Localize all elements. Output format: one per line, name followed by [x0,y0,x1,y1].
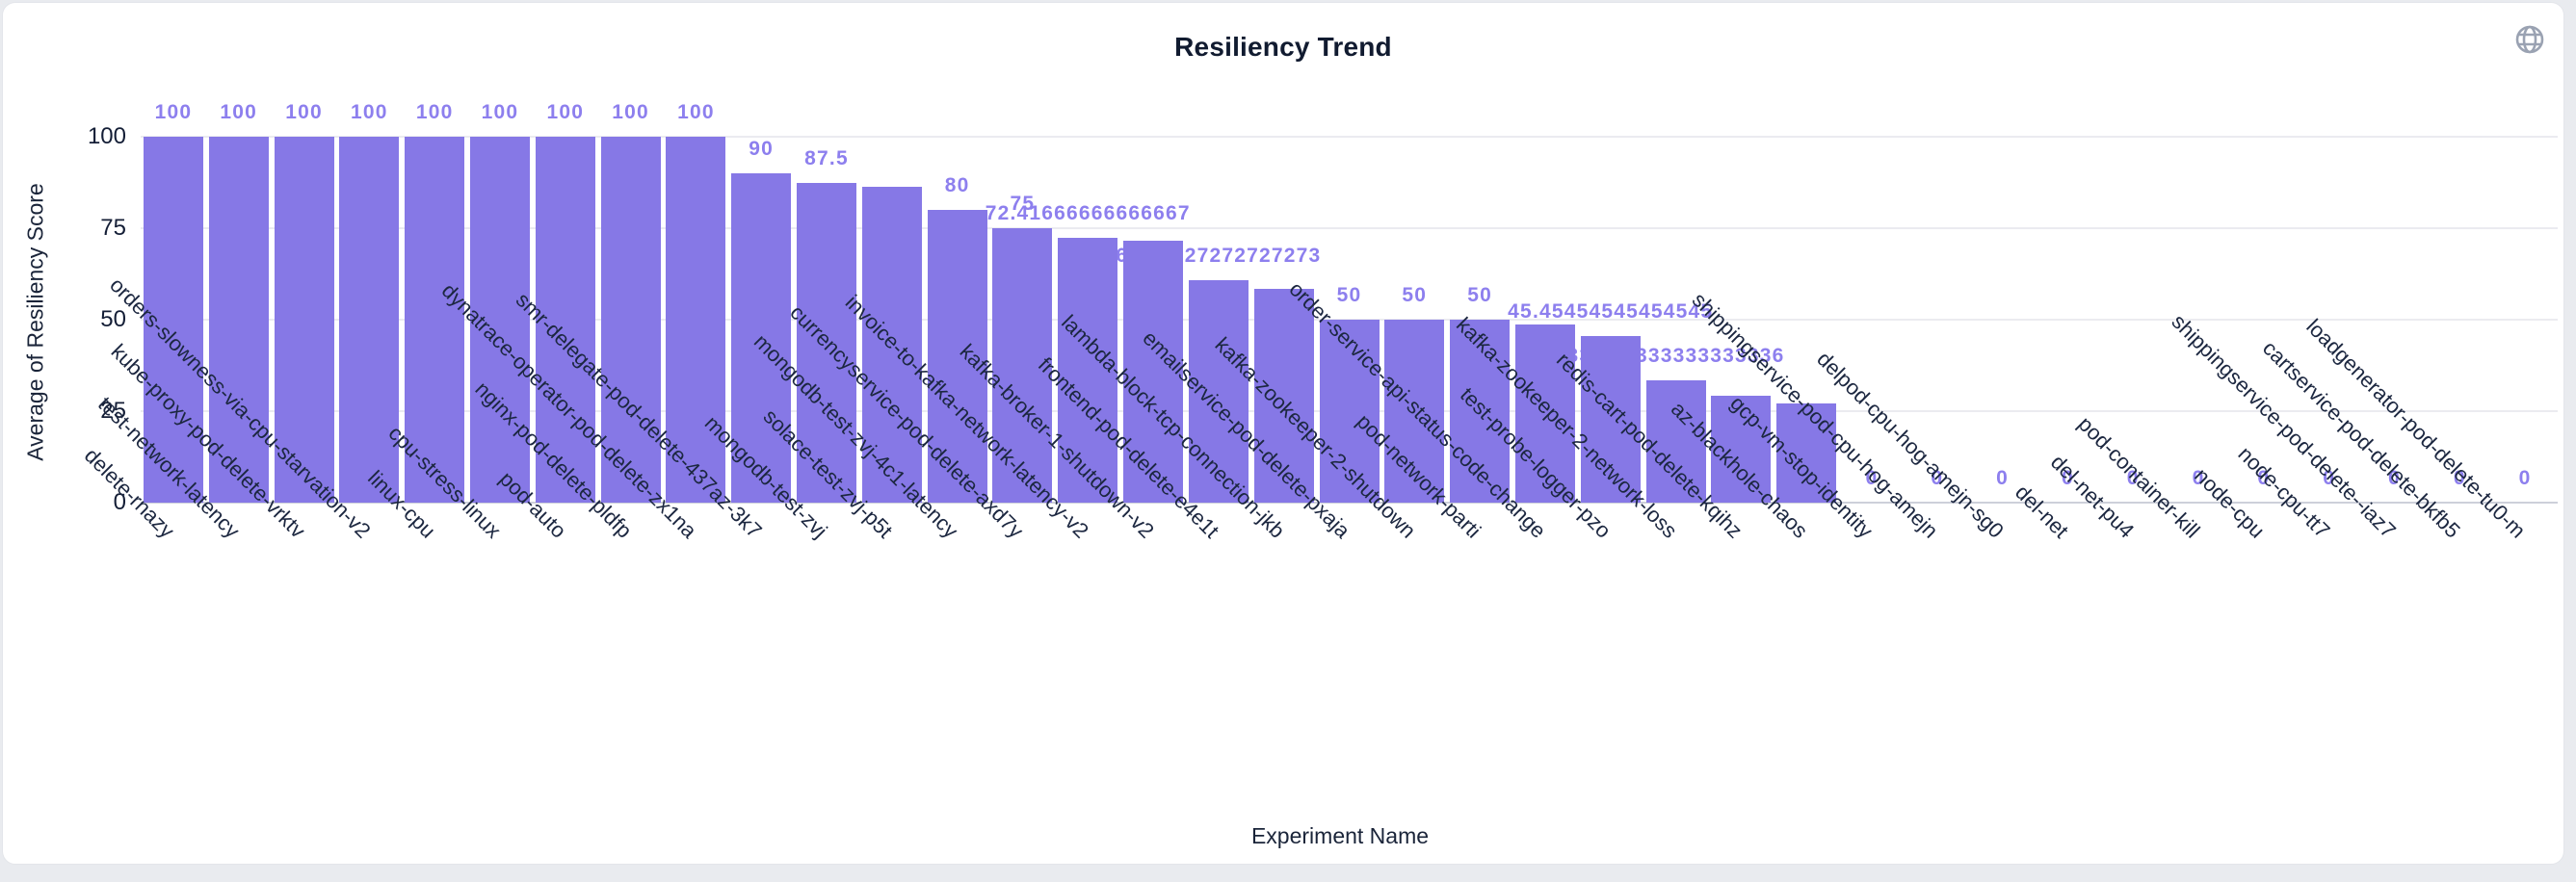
bar-value-label: 0 [1865,467,1879,489]
bar[interactable] [535,137,595,503]
bar-value-label: 72.41666666666667 [985,201,1191,224]
bar[interactable] [861,186,922,503]
bar-value-label: 0 [2126,467,2140,489]
bar-value-label: 0 [2257,467,2271,489]
y-axis-ticks: 0 25 50 75 100 [3,123,126,515]
bar-value-label: 0 [1931,467,1944,489]
bar-value-label: 0 [2061,467,2074,489]
bar[interactable] [1450,320,1511,503]
bar[interactable] [1188,280,1249,503]
bar-value-label: 87.5 [804,146,849,169]
bar[interactable] [1514,324,1575,503]
bar-value-label: 45.45454545454545 [1508,300,1714,324]
bar-value-label: 50 [1467,284,1492,306]
bar[interactable] [1711,396,1772,503]
x-tick-label: pod-container-kill [2072,411,2205,543]
bar[interactable] [208,137,269,503]
y-tick-label: 25 [100,398,126,424]
bar[interactable] [339,137,400,503]
chart-title: Resiliency Trend [1174,32,1392,62]
bar-value-label: 80 [944,174,970,196]
bar-value-label: 100 [285,101,323,123]
bar-value-label: 100 [415,101,454,123]
y-tick-label: 75 [100,215,126,241]
x-axis-line [141,502,2558,504]
bar[interactable] [1776,403,1837,503]
plot-area: 100 100 100 100 100 100 100 100 100 90 87.5 80 75 72.… [141,101,2558,504]
bar[interactable] [1058,237,1118,503]
chart-card: Resiliency Trend Average of Resiliency S… [2,2,2564,865]
bar[interactable] [469,137,530,503]
bar-value-label: 0 [2453,467,2466,489]
y-tick-label: 100 [87,123,126,149]
gridline-100 [141,136,2558,138]
bar-value-label: 100 [351,101,388,123]
bar-value-label: 50 [1402,284,1428,306]
bar[interactable] [1384,320,1445,503]
bar-value-label: 100 [612,101,649,123]
bar-value-label: 100 [481,101,519,123]
bar-value-label: 100 [546,101,585,123]
bar-value-label: 0 [2192,467,2205,489]
y-tick-label: 50 [100,306,126,332]
bar[interactable] [600,137,661,503]
bar[interactable] [1580,336,1641,503]
bar[interactable] [1645,380,1706,503]
bar-value-label: 0 [2323,467,2336,489]
globe-icon[interactable] [2514,24,2545,55]
bar[interactable] [731,173,792,503]
bar[interactable] [797,182,856,503]
bar-value-label: 0 [1996,467,2010,489]
bar-value-label: 100 [154,101,193,123]
bar-value-label: 100 [220,101,258,123]
bar-value-label: 75 [1010,193,1036,215]
bar-value-label: 50 [1336,284,1362,306]
bar[interactable] [274,137,334,503]
gridline-75 [141,227,2558,229]
bar[interactable] [405,137,465,503]
bar[interactable] [666,137,726,503]
bar[interactable] [992,228,1053,503]
bar-value-label: 0 [2518,467,2532,489]
bar[interactable] [1123,240,1184,503]
bar[interactable] [1319,320,1380,503]
bar-value-label: 0 [2388,467,2401,489]
y-tick-label: 0 [113,489,126,515]
x-axis-title: Experiment Name [1250,823,1430,848]
bar[interactable] [143,137,203,503]
bar-value-label: 100 [677,101,715,123]
bar[interactable] [1253,289,1314,503]
bar-value-label: 90 [749,138,775,160]
bar[interactable] [927,210,987,503]
